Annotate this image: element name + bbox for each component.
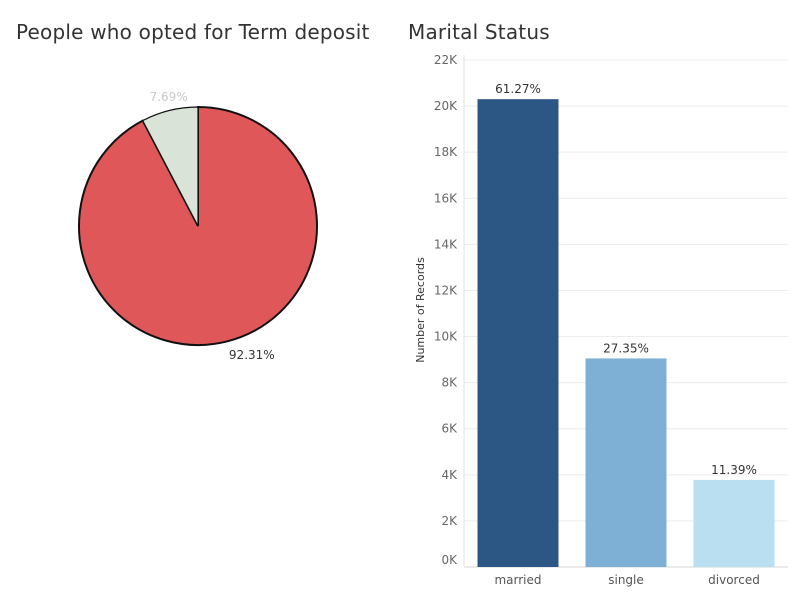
x-tick-label: single — [608, 573, 644, 587]
pie-slice-label: 7.69% — [150, 90, 188, 104]
y-tick-label: 2K — [441, 514, 458, 528]
y-tick-label: 18K — [434, 145, 458, 159]
pie-chart-title: People who opted for Term deposit — [16, 20, 370, 44]
bar-data-label: 27.35% — [603, 341, 649, 355]
y-tick-label: 12K — [434, 283, 458, 297]
bar-data-label: 11.39% — [711, 463, 757, 477]
x-tick-label: married — [494, 573, 541, 587]
y-tick-label: 14K — [434, 237, 458, 251]
y-axis-title: Number of Records — [414, 257, 427, 363]
bar-data-label: 61.27% — [495, 82, 541, 96]
bar-chart-title: Marital Status — [408, 20, 550, 44]
y-tick-label: 16K — [434, 191, 458, 205]
y-tick-label: 8K — [441, 376, 458, 390]
bar — [693, 479, 775, 567]
pie-slice-label: 92.31% — [229, 348, 275, 362]
y-tick-label: 10K — [434, 330, 458, 344]
y-tick-label: 6K — [441, 422, 458, 436]
bar — [477, 99, 559, 567]
y-tick-label: 0K — [441, 553, 458, 567]
pie-chart: 92.31% 7.69% — [78, 90, 318, 362]
bar-chart: 0K 2K 4K 6K 8K 10K 12K 14K 16K 18K 20K 22K Number of… — [414, 53, 788, 587]
y-tick-label: 4K — [441, 468, 458, 482]
x-tick-label: divorced — [708, 573, 760, 587]
y-tick-label: 22K — [434, 53, 458, 67]
bar — [585, 358, 667, 567]
pie-slice — [141, 106, 199, 227]
y-tick-label: 20K — [434, 99, 458, 113]
